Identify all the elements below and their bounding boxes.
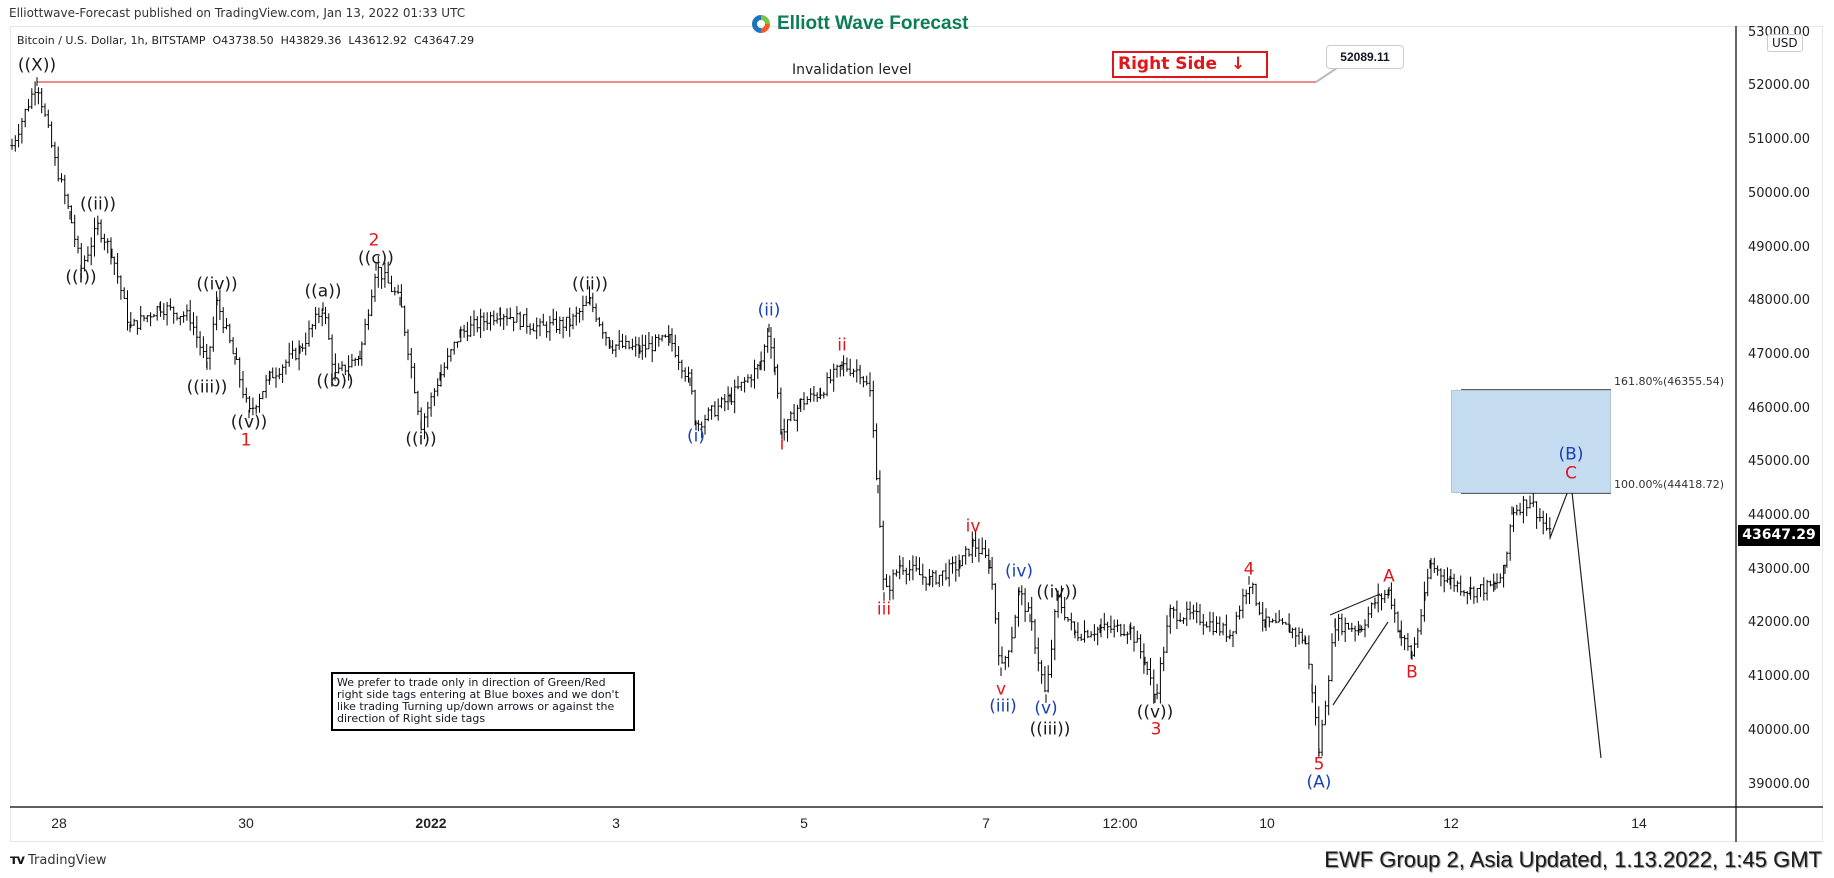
wave-label: ((i)): [65, 267, 97, 288]
wave-label: ((b)): [316, 371, 354, 392]
price-tick-label: 48000.00: [1748, 293, 1811, 309]
wave-label: ((X)): [17, 55, 57, 76]
wave-label: ((a)): [304, 281, 342, 302]
price-tick-label: 49000.00: [1748, 239, 1811, 255]
ohlc-bar-series: [10, 77, 1552, 757]
wave-label: B: [1406, 662, 1418, 683]
time-tick-label: 7: [982, 815, 990, 831]
wave-label: C: [1565, 463, 1577, 484]
wave-label: A: [1383, 566, 1395, 587]
wave-label: 5: [1313, 754, 1325, 775]
projection-path: [1549, 482, 1602, 759]
arrow-down-icon: ↓: [1230, 54, 1246, 74]
price-tick-label: 39000.00: [1748, 776, 1811, 792]
wave-label: iv: [965, 516, 981, 537]
price-tick-label: 50000.00: [1748, 185, 1811, 201]
wave-label: (A): [1306, 772, 1332, 793]
fib-100-label: 100.00%(44418.72): [1614, 478, 1725, 491]
time-tick-label: 10: [1259, 815, 1275, 831]
right-side-tag: Right Side ↓: [1112, 51, 1268, 78]
time-tick-label: 30: [238, 815, 254, 831]
invalidation-price-callout: 52089.11: [1326, 45, 1404, 69]
wave-label: (iii): [989, 696, 1017, 717]
last-price-marker: 43647.29: [1738, 525, 1820, 546]
invalidation-label: Invalidation level: [792, 62, 912, 78]
price-tick-label: 51000.00: [1748, 132, 1811, 148]
wave-label: (iv): [1004, 561, 1034, 582]
wave-label: i: [779, 434, 785, 455]
brand-header: Elliott Wave Forecast: [750, 13, 968, 35]
fib-161-label: 161.80%(46355.54): [1614, 375, 1725, 388]
price-tick-label: 40000.00: [1748, 722, 1811, 738]
wave-label: ii: [837, 335, 847, 356]
wave-label: 2: [368, 230, 380, 251]
time-tick-label: 3: [612, 815, 620, 831]
wave-label: ((iv)): [1036, 582, 1078, 603]
time-axis[interactable]: 28 30 2022 3 5 7 12:00 10 12 14: [10, 807, 1736, 842]
time-tick-label: 28: [51, 815, 67, 831]
price-tick-label: 47000.00: [1748, 346, 1811, 362]
wave-label: ((ii)): [572, 274, 608, 295]
trading-note: We prefer to trade only in direction of …: [331, 672, 635, 731]
wave-label: 3: [1150, 719, 1162, 740]
brand-name: Elliott Wave Forecast: [777, 13, 969, 34]
wave-label: 4: [1243, 559, 1255, 580]
price-axis[interactable]: 53000.00 52000.00 51000.00 50000.00 49000.00…: [1740, 0, 1824, 808]
price-tick-label: 45000.00: [1748, 454, 1811, 470]
price-tick-label: 44000.00: [1748, 508, 1811, 523]
wave-label: ((i)): [405, 429, 437, 450]
wave-label: ((c)): [358, 248, 394, 269]
wave-label: ((iii)): [186, 377, 228, 398]
wave-label: 1: [240, 430, 252, 451]
wave-label: ((iv)): [196, 274, 238, 295]
wave-label: iii: [876, 599, 892, 620]
price-tick-label: 43000.00: [1748, 561, 1811, 577]
wave-label: (v): [1034, 698, 1058, 719]
wave-label: ((v)): [1136, 702, 1174, 723]
wave-label: (B): [1558, 444, 1584, 465]
tradingview-logo[interactable]: ᴛᴠ TradingView: [10, 853, 107, 868]
wave-label: ((ii)): [80, 194, 116, 215]
wave-label: v: [995, 679, 1007, 700]
tradingview-label: TradingView: [28, 853, 107, 868]
chart-frame[interactable]: [10, 26, 1823, 842]
ohlc-bars: [10, 77, 1552, 757]
publish-info: Elliottwave-Forecast published on Tradin…: [9, 6, 466, 20]
wave-label: ((iii)): [1029, 719, 1071, 740]
update-footer: EWF Group 2, Asia Updated, 1.13.2022, 1:…: [1324, 847, 1822, 872]
wave-label: (i): [687, 426, 705, 447]
blue-box-target-zone: [1451, 390, 1611, 493]
time-tick-label: 12:00: [1102, 815, 1138, 831]
tradingview-mark-icon: ᴛᴠ: [10, 853, 25, 868]
ewf-logo-icon: [752, 15, 770, 33]
wave-label: (ii): [757, 300, 781, 321]
wave-label: ((v)): [230, 412, 268, 433]
time-tick-label: 2022: [415, 815, 447, 831]
wedge-lines: [1329, 593, 1389, 706]
time-tick-label: 5: [800, 815, 808, 831]
price-tick-label: 42000.00: [1748, 615, 1811, 631]
right-side-label: Right Side: [1118, 54, 1218, 74]
time-tick-label: 12: [1443, 815, 1459, 831]
price-tick-label: 52000.00: [1748, 78, 1811, 94]
price-tick-label: 46000.00: [1748, 400, 1811, 416]
symbol-ohlc-legend[interactable]: Bitcoin / U.S. Dollar, 1h, BITSTAMP O437…: [17, 34, 475, 47]
time-tick-label: 14: [1631, 815, 1647, 831]
currency-badge[interactable]: USD: [1767, 34, 1803, 52]
price-tick-label: 41000.00: [1748, 669, 1811, 685]
